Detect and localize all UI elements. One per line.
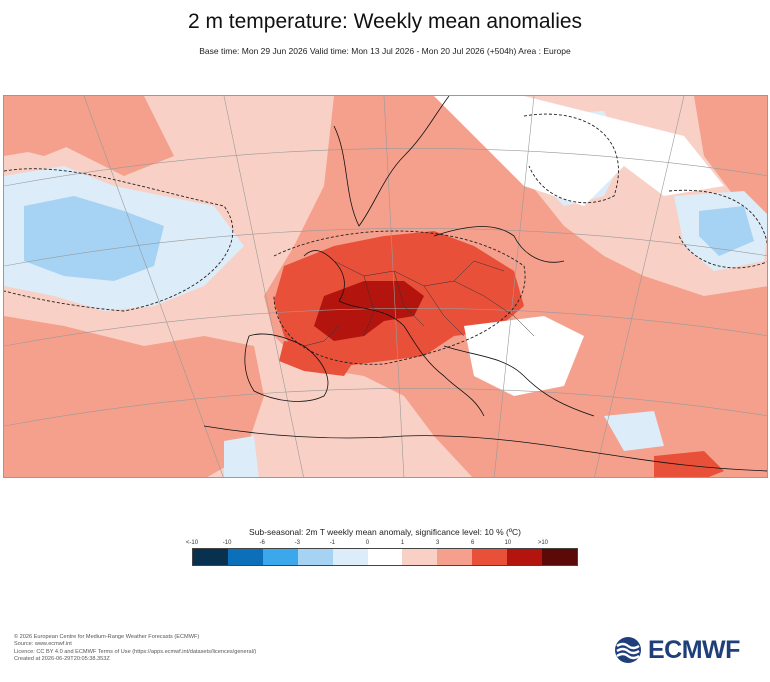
legend-tick-label: 10 (504, 540, 512, 546)
footer-line-1: Source: www.ecmwf.int (14, 641, 72, 648)
moderate-warm-atlantic-south (4, 316, 264, 477)
ecmwf-logo-icon (615, 637, 641, 663)
moderate-warm-east (694, 96, 767, 215)
legend-tick-label: 1 (400, 540, 405, 546)
legend-tick-label: -1 (329, 540, 336, 546)
white-neutral-mediterranean (464, 316, 584, 396)
moderate-cold-atlantic (24, 196, 164, 281)
chart-subtitle: Base time: Mon 29 Jun 2026 Valid time: M… (199, 46, 571, 56)
chart-title: 2 m temperature: Weekly mean anomalies (187, 10, 583, 33)
copyright-footer: © 2026 European Centre for Medium-Range … (14, 634, 256, 664)
footer-line-0: © 2026 European Centre for Medium-Range … (14, 634, 200, 640)
legend-swatch-8 (472, 549, 508, 565)
weak-cold-arabia (604, 411, 664, 451)
strong-warm-middle-east (654, 451, 724, 477)
legend-swatch-4 (332, 549, 368, 565)
footer-line-2: Licence: CC BY 4.0 and ECMWF Terms of Us… (14, 648, 257, 655)
legend-tick-label: >10 (537, 540, 548, 546)
legend-tick-label: -6 (259, 540, 265, 546)
moderate-cold-kazakhstan (699, 206, 754, 256)
legend-tick-label: <-10 (185, 540, 199, 546)
legend-tick-label: 3 (435, 540, 440, 546)
legend-swatch-10 (542, 549, 577, 565)
country-borders (303, 260, 535, 347)
legend-swatch-5 (367, 549, 403, 565)
legend-swatch-0 (193, 549, 228, 565)
legend-swatch-2 (262, 549, 298, 565)
legend-swatch-9 (507, 549, 543, 565)
footer-line-3: Created at 2026-06-29T20:05:38.353Z (14, 656, 110, 663)
weak-cold-iberia (224, 436, 259, 477)
anomaly-map-canvas (4, 96, 767, 477)
legend-color-bar (192, 548, 578, 566)
legend-ticks: <-10 -10 -6 -3 -1 0 1 3 6 10 >10 (0, 540, 770, 550)
legend-swatch-3 (297, 549, 333, 565)
legend-tick-label: 6 (471, 540, 475, 546)
legend-tick-label: -3 (294, 540, 300, 546)
legend-swatch-7 (437, 549, 473, 565)
coastlines (203, 96, 767, 472)
legend-title: Sub-seasonal: 2m T weekly mean anomaly, … (249, 527, 521, 537)
white-neutral-north (434, 96, 724, 206)
strong-warm-iberia-north (279, 341, 354, 376)
legend-swatch-6 (402, 549, 438, 565)
moderate-warm-north (4, 96, 104, 156)
anomaly-map (3, 95, 768, 478)
lat-lon-graticule (4, 96, 767, 477)
significance-contours (4, 113, 767, 365)
legend-tick-label: -10 (222, 540, 232, 546)
legend-swatch-1 (227, 549, 263, 565)
legend-tick-label: 0 (365, 540, 370, 546)
ecmwf-logo: ECMWF (612, 636, 740, 664)
ecmwf-logo-text: ECMWF (648, 635, 740, 664)
